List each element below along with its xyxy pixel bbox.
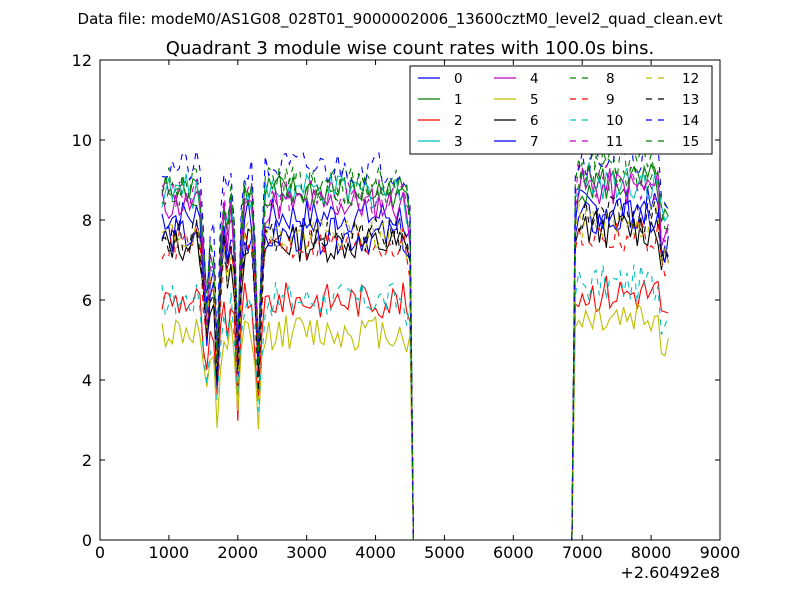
series-line-9	[161, 218, 669, 541]
y-tick-label: 6	[82, 291, 92, 310]
series-line-14	[161, 136, 669, 541]
legend-label-0: 0	[454, 71, 463, 87]
x-tick-label: 9000	[700, 543, 741, 562]
legend-frame	[409, 65, 713, 155]
x-tick-label: 3000	[286, 543, 327, 562]
series-line-4	[161, 168, 669, 541]
legend-label-12: 12	[682, 71, 699, 87]
legend-label-9: 9	[606, 92, 615, 108]
chart-suptitle: Data file: modeM0/AS1G08_028T01_90000020…	[78, 10, 723, 29]
legend-label-14: 14	[682, 113, 699, 129]
x-tick-label: 4000	[355, 543, 396, 562]
y-tick-label: 4	[82, 371, 92, 390]
axes: 0 1000 2000 3000 4000 5000 6000 7000 8000 9000 0 2 4…	[72, 51, 741, 562]
series-line-15	[161, 154, 669, 541]
y-tick-label: 0	[82, 531, 92, 550]
chart-title: Quadrant 3 module wise count rates with …	[166, 38, 655, 59]
y-tick-label: 8	[82, 211, 92, 230]
legend-label-13: 13	[682, 92, 699, 108]
legend-label-2: 2	[454, 113, 463, 129]
x-tick-label: 6000	[493, 543, 534, 562]
legend-label-10: 10	[606, 113, 623, 129]
y-tick-label: 2	[82, 451, 92, 470]
legend-label-1: 1	[454, 92, 463, 108]
legend-label-15: 15	[682, 134, 699, 150]
x-tick-label: 1000	[149, 543, 190, 562]
legend-label-7: 7	[530, 134, 539, 150]
series-line-12	[161, 200, 669, 541]
x-tick-label: 5000	[424, 543, 465, 562]
x-tick-label: 0	[95, 543, 105, 562]
legend-label-4: 4	[530, 71, 539, 87]
x-tick-label: 2000	[217, 543, 258, 562]
legend-label-3: 3	[454, 134, 463, 150]
y-tick-label: 10	[72, 131, 92, 150]
x-tick-label: 8000	[631, 543, 672, 562]
legend-label-5: 5	[530, 92, 539, 108]
series-line-13	[161, 195, 669, 541]
plot-area	[161, 136, 669, 541]
series-line-2	[161, 275, 669, 541]
x-tick-label: 7000	[562, 543, 603, 562]
y-tick-label: 12	[72, 51, 92, 70]
series-line-5	[161, 302, 669, 541]
legend-label-11: 11	[606, 134, 623, 150]
legend-label-6: 6	[530, 113, 539, 129]
x-offset-label: +2.60492e8	[620, 563, 720, 582]
legend-label-8: 8	[606, 71, 615, 87]
series-line-7	[161, 199, 669, 541]
